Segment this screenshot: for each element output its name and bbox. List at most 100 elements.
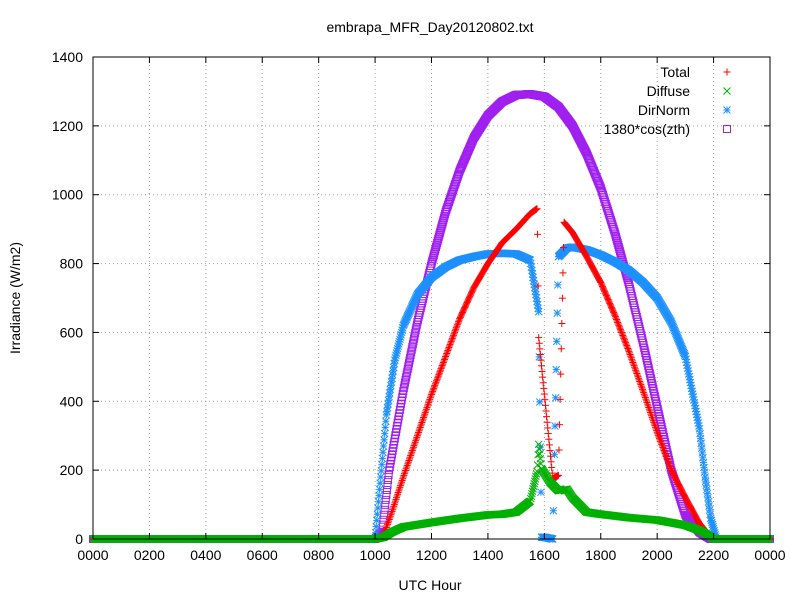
data-point — [377, 466, 386, 475]
data-point — [612, 234, 621, 243]
data-point — [382, 485, 391, 494]
x-tick-label: 0200 — [134, 547, 165, 563]
data-point — [557, 345, 565, 353]
data-point — [377, 460, 386, 469]
data-point — [394, 490, 402, 498]
data-point — [418, 418, 426, 426]
data-point — [417, 420, 425, 428]
data-point — [704, 493, 712, 502]
data-point — [390, 501, 398, 509]
x-tick-label: 1200 — [416, 547, 447, 563]
data-point — [539, 379, 547, 387]
data-point — [429, 386, 437, 394]
data-point — [659, 443, 667, 451]
data-point — [439, 216, 448, 225]
data-point — [430, 383, 438, 391]
data-point — [408, 447, 416, 455]
data-point — [408, 342, 417, 351]
data-point — [611, 230, 620, 239]
data-point — [384, 476, 393, 485]
data-point — [443, 349, 451, 357]
series-layer — [89, 90, 774, 543]
data-point — [658, 440, 666, 448]
data-point — [613, 238, 622, 247]
data-point — [649, 384, 658, 393]
data-point — [641, 394, 649, 402]
data-point — [551, 422, 559, 430]
data-point — [436, 226, 445, 235]
data-point — [638, 385, 646, 393]
data-point — [445, 343, 453, 351]
data-point — [405, 356, 414, 365]
x-tick-label: 0000 — [77, 547, 108, 563]
data-point — [433, 238, 442, 247]
data-point — [409, 443, 417, 451]
data-point — [393, 494, 401, 502]
data-point — [428, 255, 437, 264]
data-point — [546, 447, 554, 455]
data-point — [408, 340, 417, 349]
data-point — [375, 491, 383, 500]
data-point — [432, 378, 440, 386]
data-point — [439, 360, 447, 368]
data-point — [376, 473, 385, 481]
data-point — [547, 458, 555, 466]
data-point — [554, 281, 562, 289]
data-point — [559, 269, 567, 277]
data-point — [640, 390, 648, 398]
data-point — [381, 417, 390, 426]
data-point — [439, 359, 447, 367]
data-point — [641, 392, 649, 400]
data-point — [404, 362, 413, 371]
data-point — [631, 365, 639, 373]
data-point — [412, 435, 420, 443]
legend-label: Total — [660, 64, 690, 80]
data-point — [396, 482, 404, 490]
y-tick-label: 1400 — [52, 49, 83, 65]
data-point — [448, 334, 456, 342]
data-point — [635, 374, 643, 382]
data-point — [640, 346, 649, 355]
data-point — [656, 417, 665, 426]
data-point — [639, 387, 647, 395]
data-point — [430, 249, 439, 258]
data-point — [538, 362, 546, 370]
data-point — [428, 390, 435, 398]
data-point — [558, 294, 566, 302]
data-point — [455, 318, 463, 326]
data-point — [644, 361, 653, 370]
data-point — [645, 366, 654, 375]
data-point — [405, 455, 413, 463]
data-point — [432, 240, 441, 249]
data-point — [551, 393, 560, 402]
data-point — [638, 384, 646, 392]
data-point — [446, 342, 454, 350]
data-point — [384, 519, 392, 527]
grid — [93, 57, 770, 539]
data-point — [400, 381, 409, 390]
legend-marker — [723, 106, 731, 114]
data-point — [595, 179, 604, 188]
data-point — [629, 360, 637, 368]
data-point — [403, 367, 412, 376]
data-point — [654, 407, 663, 416]
data-point — [437, 366, 445, 374]
data-point — [615, 247, 624, 256]
data-point — [417, 422, 425, 430]
data-point — [534, 230, 542, 238]
data-point — [410, 442, 418, 450]
data-point — [394, 489, 402, 497]
data-point — [537, 488, 545, 497]
data-point — [636, 379, 644, 387]
data-point — [402, 466, 410, 474]
data-point — [407, 348, 416, 357]
data-point — [411, 440, 419, 448]
y-tick-label: 400 — [60, 393, 84, 409]
data-point — [450, 331, 458, 339]
x-tick-label: 0400 — [190, 547, 221, 563]
data-point — [425, 397, 433, 405]
data-point — [701, 473, 709, 481]
data-point — [633, 371, 641, 379]
data-point — [453, 321, 461, 329]
data-point — [395, 485, 403, 493]
